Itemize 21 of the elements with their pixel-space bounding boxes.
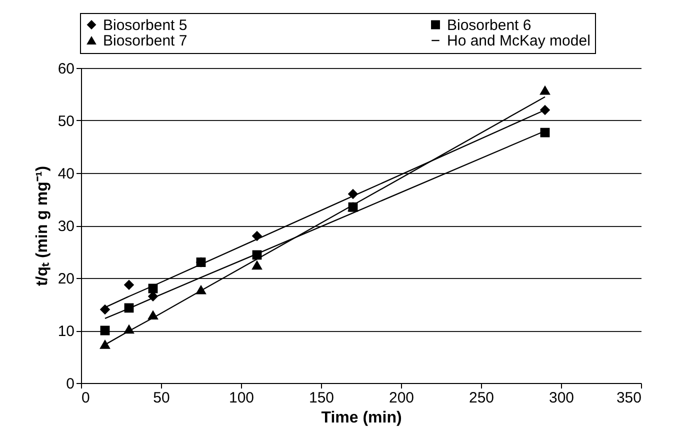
y-tick-label: 0 [66, 376, 74, 392]
x-tick-label: 300 [548, 390, 574, 406]
y-tick-label: 20 [58, 270, 74, 288]
x-tick-label: 150 [308, 390, 334, 406]
y-tick-label: 10 [58, 323, 74, 340]
y-tick-label: 50 [58, 113, 74, 130]
x-tick-label: 250 [468, 390, 494, 406]
x-tick-label: 50 [153, 390, 170, 406]
x-tick-label: 0 [82, 390, 90, 406]
y-tick-label: 30 [58, 218, 74, 235]
legend-label: Biosorbent 7 [103, 32, 188, 50]
y-tick-label: 40 [58, 166, 74, 182]
x-tick-label: 200 [388, 390, 414, 406]
x-axis-title: Time (min) [321, 410, 402, 426]
x-tick-label: 350 [616, 390, 642, 406]
legend-label: Biosorbent 5 [103, 16, 188, 34]
legend-label: Ho and McKay model [447, 32, 590, 50]
y-tick-label: 60 [58, 60, 74, 78]
y-axis-title: t/qₜ (min g mg⁻¹) [34, 166, 51, 286]
legend-label: Biosorbent 6 [447, 16, 532, 34]
x-tick-label: 100 [228, 390, 254, 406]
